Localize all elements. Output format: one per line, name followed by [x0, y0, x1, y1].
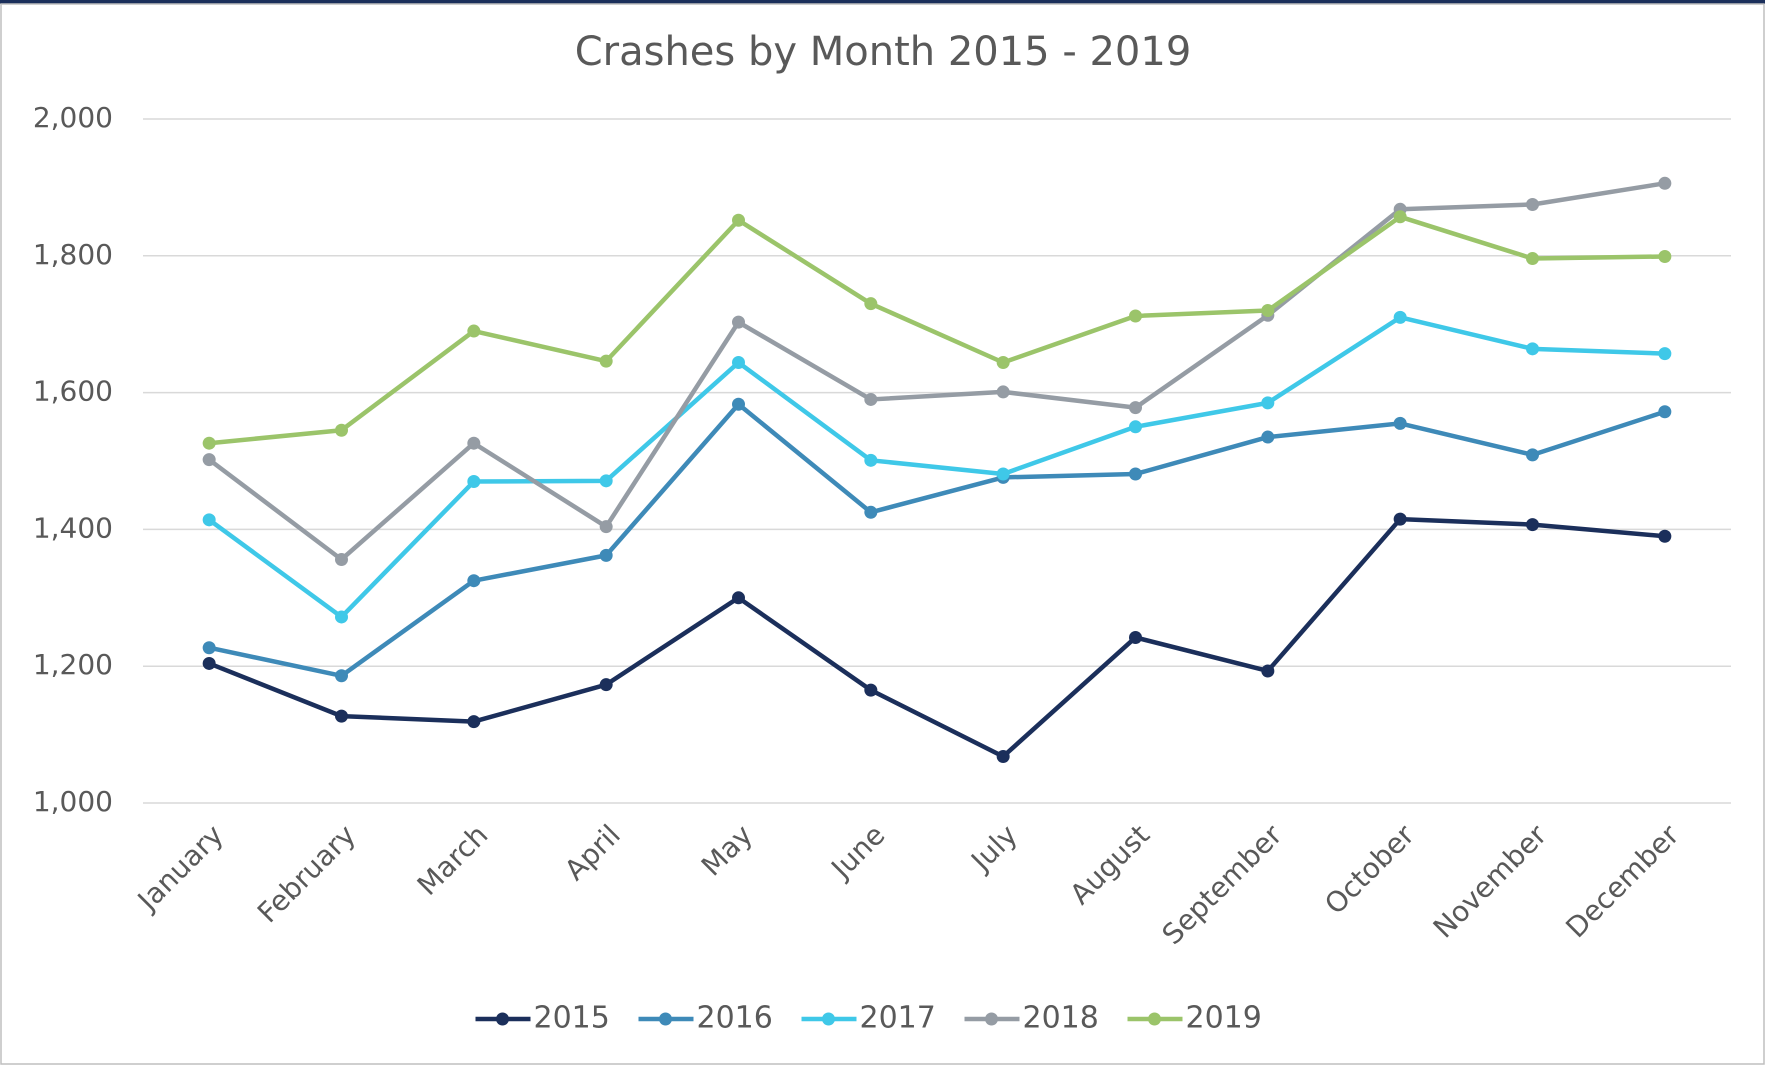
- point: [864, 453, 878, 467]
- point: [864, 683, 878, 697]
- point: [467, 574, 481, 588]
- point: [335, 669, 348, 683]
- y-tick-label: 2,000: [33, 101, 113, 134]
- point: [1129, 401, 1142, 415]
- point: [335, 610, 348, 624]
- x-tick-label: July: [963, 818, 1023, 878]
- series-line: [207, 181, 1666, 562]
- y-tick-label: 1,200: [33, 648, 113, 681]
- point: [1658, 529, 1672, 543]
- legend-marker: [985, 1012, 998, 1026]
- point: [599, 354, 613, 368]
- y-tick-label: 1,800: [33, 238, 113, 271]
- legend-label: 2016: [697, 1001, 773, 1036]
- point: [202, 436, 216, 450]
- x-tick-label: June: [824, 818, 892, 886]
- point: [864, 297, 878, 311]
- point: [1393, 210, 1407, 224]
- legend-label: 2019: [1186, 1001, 1262, 1036]
- x-tick-label: April: [558, 818, 627, 887]
- legend-label: 2015: [534, 1001, 610, 1036]
- point: [1261, 430, 1275, 444]
- series-line: [208, 401, 1666, 679]
- point: [1129, 309, 1142, 323]
- y-tick-label: 1,600: [33, 375, 113, 408]
- point: [1261, 396, 1275, 410]
- point: [335, 552, 348, 566]
- x-tick-label: November: [1427, 818, 1554, 945]
- point: [1393, 310, 1407, 324]
- point: [1526, 342, 1539, 356]
- point: [202, 513, 216, 527]
- x-tick-label: October: [1318, 818, 1421, 921]
- point: [1658, 347, 1672, 361]
- point: [732, 591, 745, 605]
- point: [1526, 252, 1539, 266]
- point: [1129, 630, 1142, 644]
- point: [996, 749, 1010, 763]
- point: [864, 505, 878, 519]
- x-tick-label: March: [411, 818, 495, 902]
- frame: [0, 3, 1765, 1065]
- x-tick-label: December: [1559, 818, 1685, 944]
- point: [1393, 416, 1407, 430]
- point: [599, 678, 613, 692]
- chart-title: Crashes by Month 2015 - 2019: [575, 29, 1192, 75]
- point: [732, 213, 745, 227]
- series-line: [208, 214, 1665, 446]
- legend-label: 2017: [860, 1001, 936, 1036]
- legend-label: 2018: [1023, 1001, 1099, 1036]
- point: [467, 324, 481, 338]
- point: [1526, 448, 1539, 462]
- point: [732, 315, 745, 329]
- point: [732, 356, 745, 370]
- point: [335, 709, 348, 723]
- point: [202, 656, 216, 670]
- point: [732, 397, 745, 411]
- point: [467, 436, 481, 450]
- x-tick-label: January: [130, 818, 230, 918]
- point: [996, 467, 1010, 481]
- point: [1658, 249, 1672, 263]
- point: [335, 423, 348, 437]
- point: [1658, 405, 1672, 419]
- legend-marker: [822, 1012, 835, 1026]
- x-tick-label: February: [251, 818, 362, 929]
- point: [202, 641, 216, 655]
- point: [599, 520, 613, 534]
- legend-marker: [1148, 1012, 1161, 1026]
- point: [467, 475, 481, 489]
- point: [202, 453, 216, 467]
- series-line: [208, 516, 1666, 759]
- x-tick-label: May: [695, 818, 759, 882]
- point: [1129, 420, 1142, 434]
- point: [1129, 467, 1142, 481]
- point: [1658, 176, 1672, 190]
- point: [864, 392, 878, 406]
- point: [599, 548, 613, 562]
- point: [1393, 512, 1407, 526]
- x-tick-label: September: [1156, 818, 1289, 951]
- point: [467, 715, 481, 729]
- top-bar: [0, 0, 1765, 4]
- point: [1526, 518, 1539, 532]
- legend-marker: [496, 1012, 509, 1026]
- x-tick-label: August: [1063, 818, 1156, 911]
- y-tick-label: 1,400: [33, 511, 113, 544]
- y-tick-label: 1,000: [33, 785, 113, 818]
- point: [996, 385, 1010, 399]
- point: [599, 474, 613, 488]
- point: [996, 356, 1010, 370]
- point: [1526, 198, 1539, 211]
- legend-marker: [659, 1012, 672, 1026]
- series-line: [207, 315, 1665, 620]
- point: [1261, 664, 1275, 678]
- point: [1261, 304, 1275, 318]
